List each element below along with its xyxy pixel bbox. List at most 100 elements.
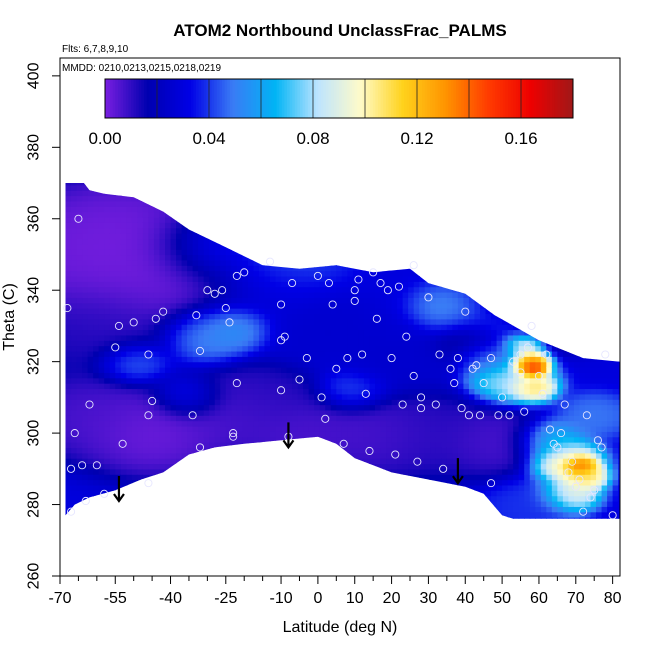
heatmap-cell (264, 195, 271, 202)
heatmap-cell (358, 345, 365, 352)
heatmap-cell (380, 500, 387, 507)
heatmap-cell (247, 308, 255, 315)
heatmap-cell (286, 216, 293, 223)
heatmap-cell (402, 367, 409, 373)
heatmap-cell (424, 345, 431, 352)
heatmap-cell (292, 254, 299, 261)
heatmap-cell (247, 367, 255, 373)
heatmap-cell (142, 388, 150, 395)
heatmap-cell (413, 275, 420, 282)
heatmap-cell (209, 431, 216, 438)
heatmap-cell (247, 233, 255, 240)
heatmap-cell (386, 259, 393, 266)
heatmap-cell (220, 350, 227, 357)
heatmap-cell (65, 383, 72, 390)
heatmap-cell (148, 356, 155, 363)
heatmap-cell (419, 334, 426, 341)
heatmap-cell (181, 436, 188, 443)
heatmap-cell (198, 222, 205, 229)
heatmap-cell (419, 474, 426, 481)
heatmap-cell (214, 334, 221, 341)
heatmap-cell (452, 243, 459, 250)
heatmap-cell (430, 243, 437, 250)
heatmap-cell (98, 383, 105, 390)
heatmap-cell (76, 356, 83, 363)
heatmap-cell (192, 222, 199, 229)
heatmap-cell (380, 447, 387, 454)
heatmap-cell (319, 238, 326, 245)
heatmap-cell (87, 517, 94, 519)
heatmap-cell (380, 297, 387, 304)
heatmap-cell (369, 506, 376, 513)
heatmap-cell (391, 367, 398, 373)
heatmap-cell (258, 233, 266, 240)
heatmap-cell (192, 484, 199, 491)
heatmap-cell (87, 506, 94, 513)
heatmap-cell (104, 254, 111, 261)
heatmap-cell (402, 458, 409, 465)
heatmap-cell (181, 302, 188, 309)
heatmap-cell (369, 484, 376, 491)
heatmap-cell (115, 243, 122, 250)
heatmap-cell (457, 318, 465, 325)
heatmap-cell (120, 200, 127, 207)
heatmap-cell (115, 259, 122, 266)
heatmap-cell (358, 500, 365, 507)
heatmap-cell (187, 345, 194, 352)
heatmap-cell (402, 275, 409, 282)
heatmap-cell (330, 431, 337, 438)
heatmap-cell (176, 206, 183, 213)
heatmap-cell (65, 211, 67, 218)
heatmap-cell (281, 183, 288, 186)
heatmap-cell (154, 522, 160, 528)
heatmap-cell (253, 458, 260, 465)
heatmap-cell (220, 474, 227, 481)
heatmap-cell (253, 190, 260, 197)
heatmap-cell (176, 484, 183, 491)
heatmap-cell (148, 388, 155, 395)
heatmap-cell (187, 195, 194, 202)
heatmap-cell (319, 388, 326, 395)
heatmap-cell (436, 522, 442, 528)
heatmap-cell (148, 425, 155, 432)
heatmap-cell (297, 377, 304, 384)
heatmap-cell (314, 183, 321, 186)
heatmap-cell (225, 404, 232, 411)
heatmap-cell (247, 270, 255, 277)
heatmap-cell (253, 183, 260, 186)
heatmap-cell (98, 183, 105, 186)
heatmap-cell (270, 474, 277, 481)
heatmap-cell (236, 479, 243, 486)
heatmap-cell (170, 484, 177, 491)
heatmap-cell (325, 356, 332, 363)
heatmap-cell (352, 458, 360, 465)
heatmap-cell (220, 517, 227, 519)
heatmap-cell (98, 468, 105, 475)
heatmap-cell (142, 436, 150, 443)
heatmap-cell (131, 216, 138, 223)
heatmap-cell (126, 500, 133, 507)
heatmap-cell (220, 367, 227, 373)
heatmap-cell (369, 324, 376, 331)
heatmap-cell (214, 211, 221, 218)
heatmap-cell (198, 447, 205, 454)
heatmap-cell (330, 372, 337, 379)
heatmap-cell (93, 474, 100, 481)
heatmap-cell (446, 463, 453, 470)
heatmap-cell (247, 350, 255, 357)
heatmap-cell (468, 468, 476, 475)
heatmap-cell (176, 436, 183, 443)
heatmap-cell (109, 511, 116, 518)
heatmap-cell (170, 183, 177, 186)
heatmap-cell (131, 495, 138, 502)
heatmap-cell (363, 511, 371, 518)
heatmap-cell (424, 200, 431, 207)
heatmap-cell (347, 216, 354, 223)
heatmap-cell (220, 404, 227, 411)
heatmap-cell (253, 265, 260, 272)
heatmap-cell (380, 377, 387, 384)
heatmap-cell (71, 329, 78, 336)
heatmap-cell (104, 324, 111, 331)
heatmap-cell (303, 222, 310, 229)
heatmap-cell (336, 350, 343, 357)
